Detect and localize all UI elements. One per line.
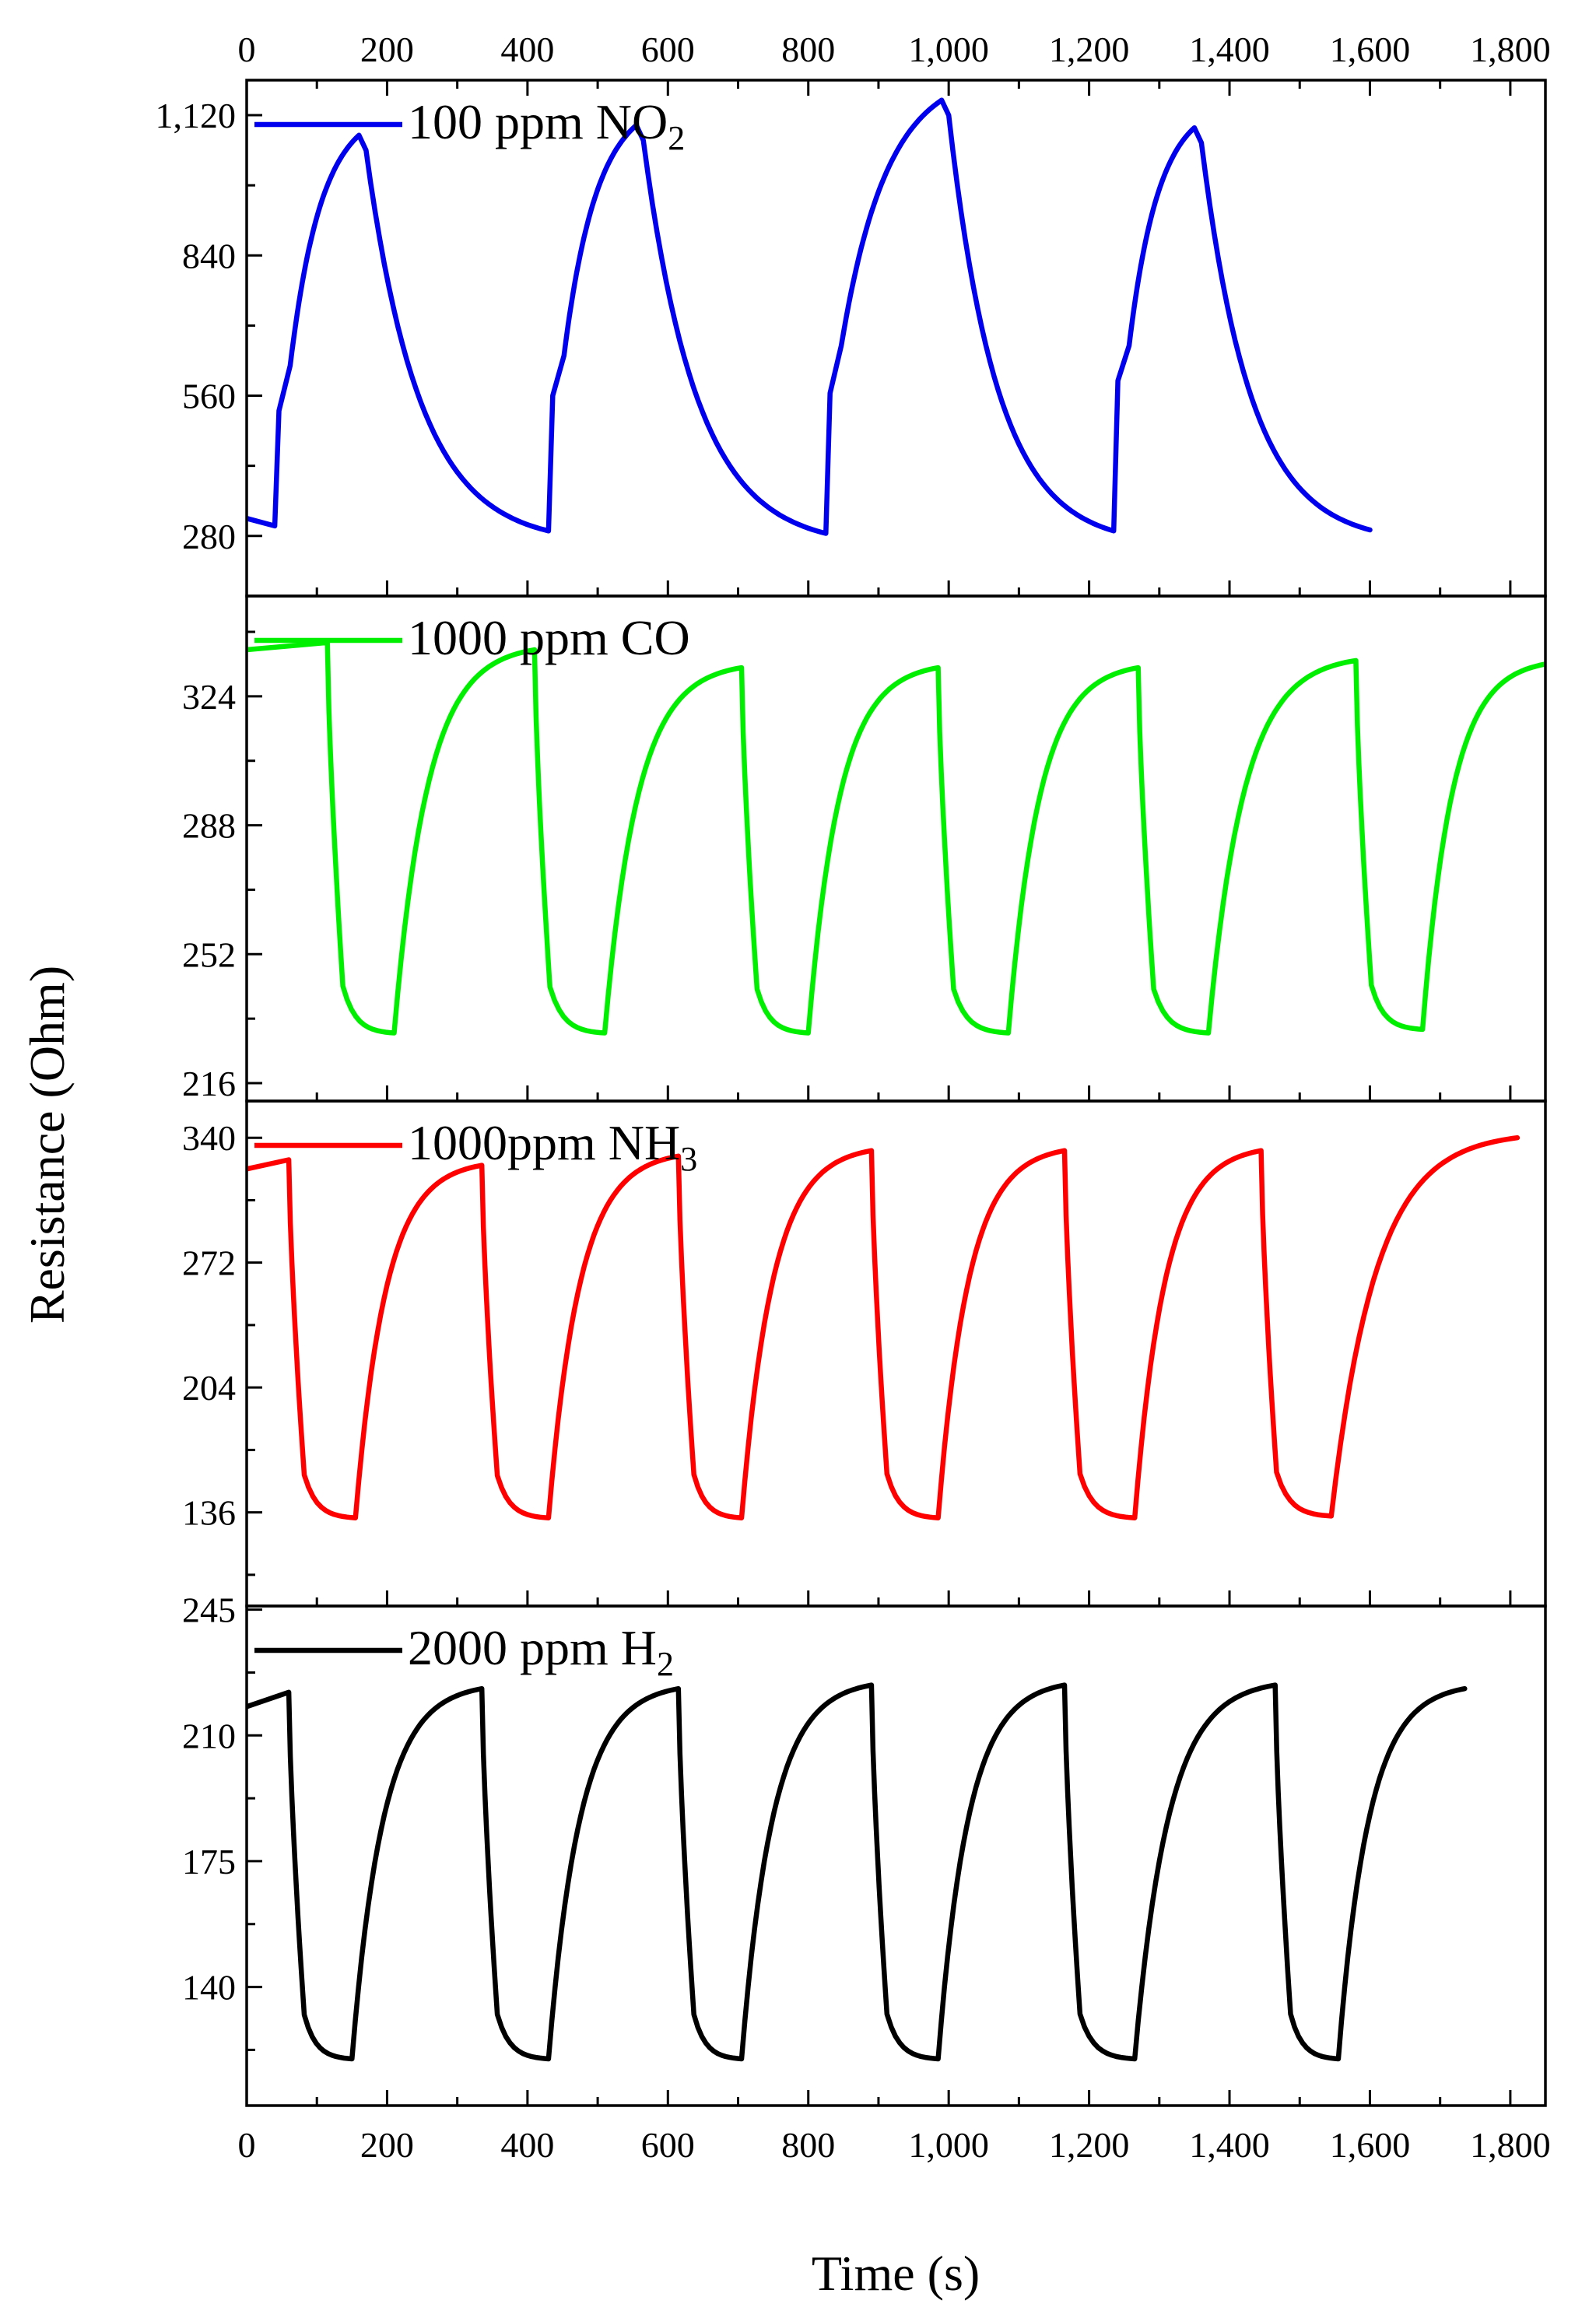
x-top-tick-label: 1,400	[1189, 30, 1270, 69]
y-tick-label: 204	[182, 1368, 236, 1408]
x-tick-label: 1,200	[1049, 2125, 1130, 2165]
panel-h2: 140 175 210 245 0 200 400 600 800 1,000 1,200 1,400…	[182, 1590, 1551, 2165]
y-axis-title: Resistance (Ohm)	[19, 966, 75, 1324]
y-tick-label: 175	[182, 1842, 236, 1881]
y-tick-label: 136	[182, 1493, 236, 1533]
x-top-tick-label: 0	[238, 30, 256, 69]
y-tick-label: 1,120	[156, 96, 237, 135]
series-line-no2	[247, 97, 1373, 536]
x-tick-label: 1,800	[1470, 2125, 1551, 2165]
x-top-tick-label: 200	[360, 30, 414, 69]
x-tick-label: 0	[238, 2125, 256, 2165]
x-top-tick-label: 1,000	[908, 30, 989, 69]
y-tick-label: 280	[182, 517, 236, 556]
x-top-tick-label: 400	[500, 30, 554, 69]
legend-nh3: 1000ppm NH3	[254, 1115, 697, 1178]
x-tick-label: 200	[360, 2125, 414, 2165]
legend-label: 1000ppm NH3	[408, 1115, 697, 1178]
series-line-nh3	[247, 1134, 1521, 1520]
legend-h2: 2000 ppm H2	[254, 1620, 674, 1683]
x-tick-label: 400	[500, 2125, 554, 2165]
legend-no2: 100 ppm NO2	[254, 94, 685, 157]
panel-co: 216 252 288 324 1000 ppm CO	[182, 594, 1547, 1103]
legend-label: 1000 ppm CO	[408, 610, 690, 665]
series-line-co	[247, 640, 1545, 1036]
y-tick-label: 272	[182, 1243, 236, 1283]
y-tick-label: 252	[182, 935, 236, 974]
y-tick-label: 245	[182, 1590, 236, 1630]
y-tick-label: 560	[182, 377, 236, 416]
y-tick-label: 340	[182, 1118, 236, 1158]
legend-label: 2000 ppm H2	[408, 1620, 674, 1683]
x-tick-label: 1,400	[1189, 2125, 1270, 2165]
x-axis-title: Time (s)	[812, 2246, 980, 2301]
y-tick-label: 210	[182, 1716, 236, 1755]
x-tick-label: 600	[641, 2125, 695, 2165]
y-tick-label: 840	[182, 236, 236, 275]
x-tick-label: 800	[781, 2125, 835, 2165]
y-tick-label: 288	[182, 806, 236, 846]
legend-co: 1000 ppm CO	[254, 610, 690, 665]
y-tick-label: 324	[182, 677, 236, 717]
y-tick-label: 216	[182, 1064, 236, 1103]
x-top-tick-label: 800	[781, 30, 835, 69]
legend-label: 100 ppm NO2	[408, 94, 685, 157]
x-top-tick-label: 1,800	[1470, 30, 1551, 69]
panel-nh3: 136 204 272 340 1000ppm NH3	[182, 1099, 1547, 1608]
x-tick-label: 1,000	[908, 2125, 989, 2165]
x-tick-label: 1,600	[1330, 2125, 1411, 2165]
x-top-tick-label: 1,200	[1049, 30, 1130, 69]
panel-frame	[245, 1604, 1547, 2107]
y-tick-label: 140	[182, 1968, 236, 2008]
x-top-tick-label: 600	[641, 30, 695, 69]
series-line-h2	[247, 1682, 1468, 2062]
x-top-tick-label: 1,600	[1330, 30, 1411, 69]
